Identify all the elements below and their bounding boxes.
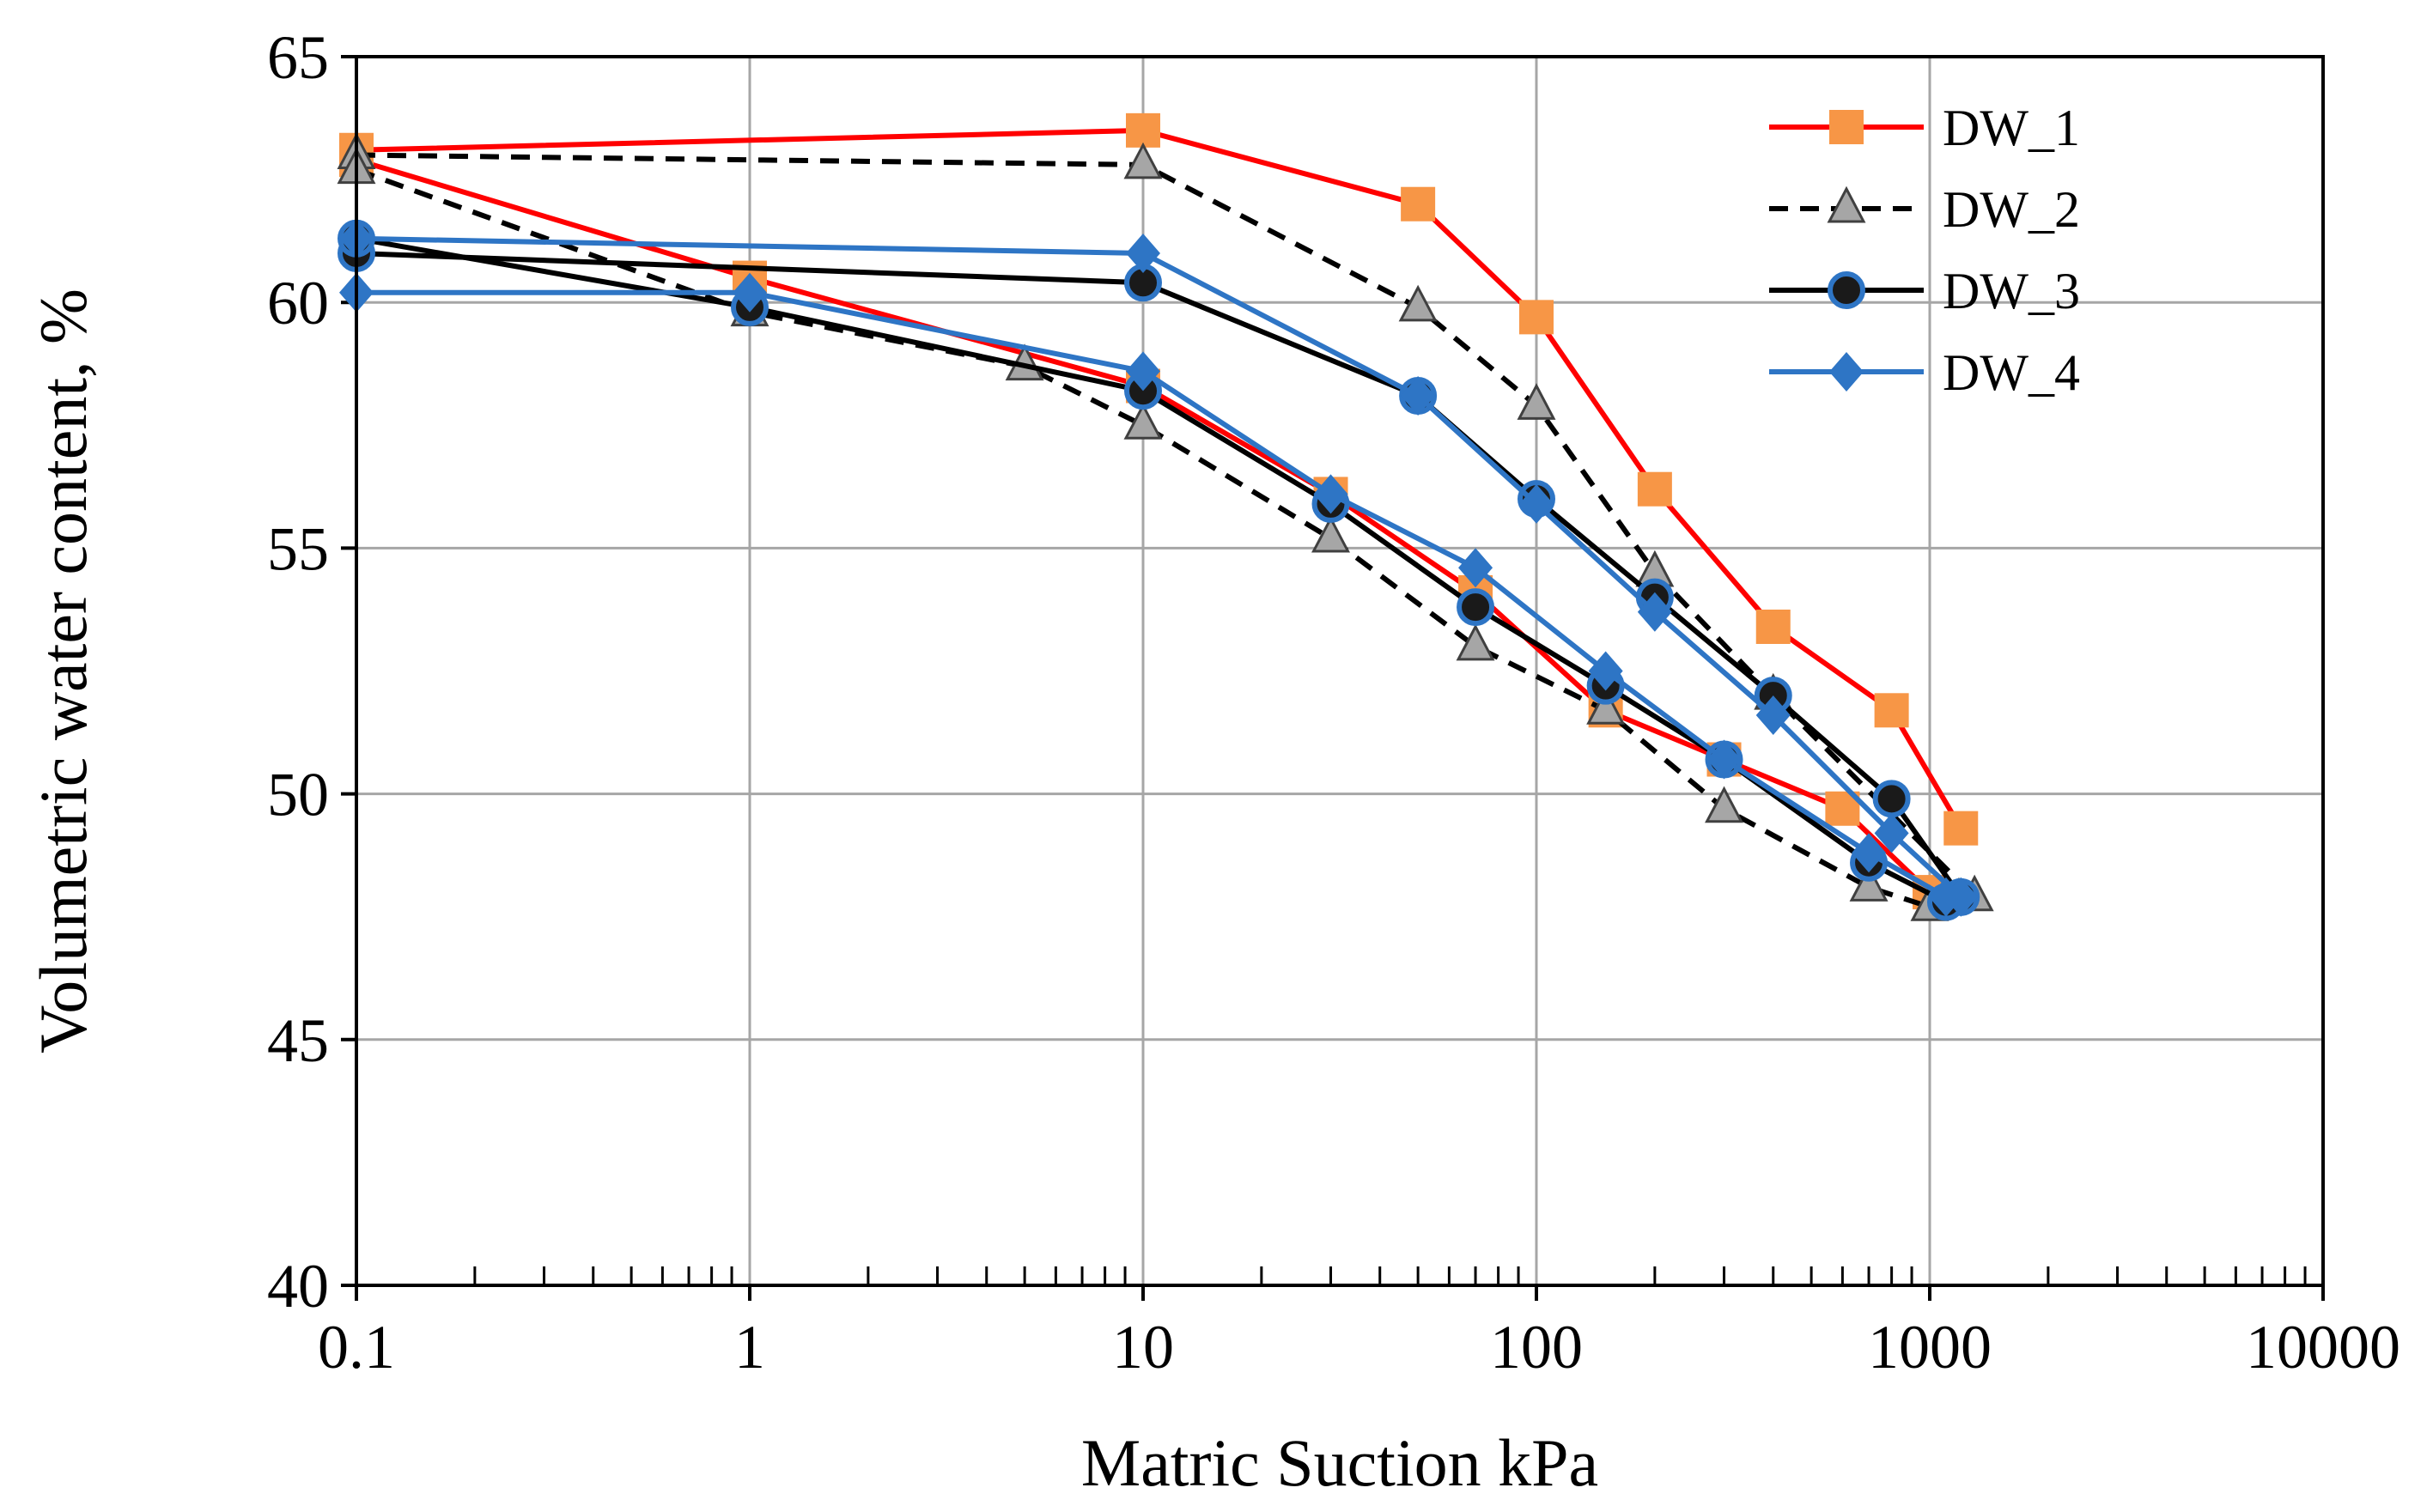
legend-swatch-marker [1827, 185, 1866, 223]
series-line-DW_3-2 [356, 235, 1948, 905]
data-point-DW_4 [1519, 483, 1554, 524]
data-point-DW_4 [1126, 351, 1160, 392]
legend-swatch-marker [1829, 352, 1864, 392]
legend-swatch-marker [1829, 110, 1864, 144]
data-point-DW_1 [1126, 112, 1160, 148]
x-tick-label: 1 [734, 1313, 765, 1381]
data-point-DW_1 [1943, 811, 1979, 846]
data-point-DW_4 [1126, 233, 1160, 273]
data-point-DW_4 [733, 272, 767, 313]
legend: DW_1 DW_2 DW_3 DW_4 [1769, 100, 2080, 401]
data-point-DW_1 [1401, 186, 1436, 222]
legend-label: DW_4 [1943, 344, 2080, 401]
data-point-DW_4 [1852, 833, 1887, 873]
data-point-DW_2 [1586, 688, 1626, 725]
data-point-DW_4 [1928, 877, 1963, 917]
data-point-DW_1 [1874, 693, 1909, 728]
data-point-DW_2 [1123, 403, 1163, 440]
data-point-DW_2 [1311, 515, 1351, 553]
y-tick-label: 40 [267, 1252, 329, 1321]
data-point-DW_4 [1706, 739, 1742, 780]
x-tick-label: 10000 [2246, 1313, 2400, 1381]
y-tick-label: 55 [267, 514, 329, 583]
data-point-DW_4 [1401, 375, 1436, 416]
x-tick-label: 0.1 [318, 1313, 395, 1381]
legend-item-DW_2: DW_2 [1769, 181, 2080, 238]
y-tick-label: 60 [267, 269, 329, 337]
data-point-DW_1 [1755, 609, 1791, 644]
plot-frame [355, 55, 2325, 1287]
minor-ticks [341, 55, 2325, 1301]
data-point-DW_3 [1872, 780, 1911, 818]
x-tick-label: 1000 [1868, 1313, 1992, 1381]
series-DW_2 [337, 132, 1994, 921]
data-point-DW_1 [1637, 471, 1672, 507]
data-point-DW_4 [1755, 695, 1791, 736]
legend-label: DW_3 [1943, 263, 2080, 319]
x-tick-labels: 0.1 1 10 100 1000 10000 [318, 1313, 2400, 1381]
data-point-DW_2 [1705, 786, 1744, 823]
series-DW_1 [339, 112, 1979, 910]
y-tick-label: 65 [267, 23, 329, 92]
series-line-DW_2-2 [355, 167, 1931, 910]
legend-swatch-marker [1828, 271, 1865, 309]
series-line-DW_4-1 [356, 235, 1963, 900]
data-point-DW_4 [1874, 813, 1909, 853]
data-point-DW_3 [1457, 588, 1495, 627]
data-point-DW_2 [1123, 142, 1163, 179]
series-line-DW_3-1 [356, 251, 1963, 899]
series-layer [337, 112, 1994, 921]
data-point-DW_4 [1588, 651, 1623, 691]
data-point-DW_2 [1398, 284, 1438, 322]
y-tick-labels: 40 45 50 55 60 65 [267, 23, 329, 1321]
data-point-DW_4 [1458, 548, 1493, 588]
data-point-DW_4 [1637, 592, 1672, 632]
y-tick-label: 45 [267, 1006, 329, 1075]
legend-item-DW_1: DW_1 [1769, 100, 2080, 156]
legend-item-DW_4: DW_4 [1769, 344, 2080, 401]
data-point-DW_2 [1849, 865, 1889, 902]
grid [355, 55, 2325, 1287]
series-line-DW_1-1 [356, 127, 1963, 830]
data-point-DW_4 [1313, 474, 1348, 514]
data-point-DW_1 [1519, 300, 1554, 335]
x-axis-title: Matric Suction kPa [1081, 1425, 1598, 1500]
y-tick-label: 50 [267, 761, 329, 829]
legend-item-DW_3: DW_3 [1769, 263, 2080, 319]
series-DW_4 [339, 218, 1979, 917]
data-point-DW_2 [1456, 623, 1495, 661]
data-point-DW_2 [1517, 383, 1556, 420]
x-tick-label: 100 [1490, 1313, 1583, 1381]
x-tick-label: 10 [1112, 1313, 1174, 1381]
legend-label: DW_2 [1943, 181, 2080, 238]
y-axis-title: Volumetric water content, % [26, 288, 100, 1054]
legend-label: DW_1 [1943, 100, 2080, 156]
